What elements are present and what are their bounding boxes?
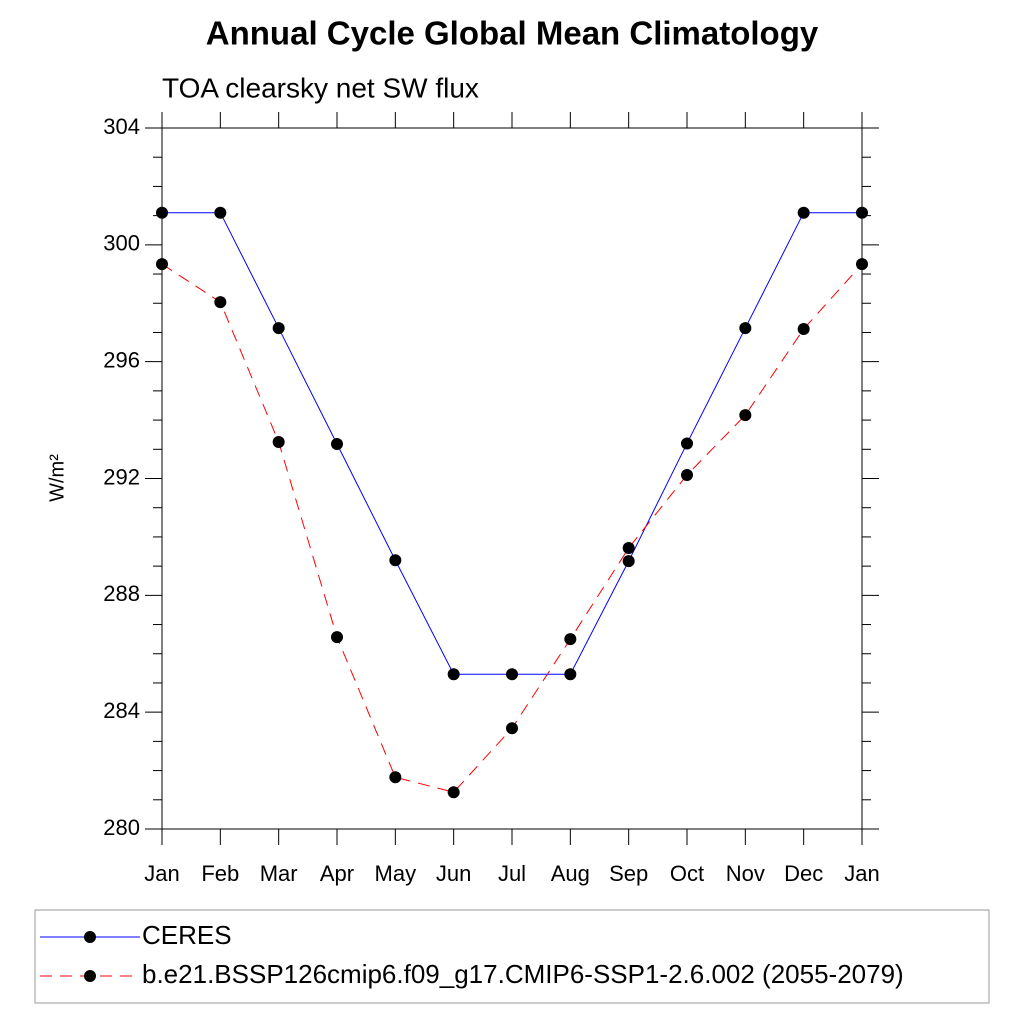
data-point (272, 322, 285, 335)
x-tick-label: Mar (260, 861, 298, 886)
data-point (622, 555, 635, 568)
data-point (739, 409, 752, 422)
y-tick-label: 304 (103, 114, 140, 139)
data-point (331, 438, 343, 451)
data-point (856, 258, 868, 271)
data-point (156, 206, 168, 219)
data-point (506, 668, 518, 681)
data-point (564, 668, 577, 681)
y-tick-label: 280 (103, 815, 140, 840)
data-point (389, 771, 402, 784)
y-tick-label: 296 (103, 347, 140, 372)
data-point (681, 468, 693, 481)
x-tick-label: Jan (844, 861, 879, 886)
legend-label: b.e21.BSSP126cmip6.f09_g17.CMIP6-SSP1-2.… (142, 959, 904, 989)
legend-marker (84, 931, 96, 943)
x-tick-label: Feb (201, 861, 239, 886)
y-tick-label: 292 (103, 464, 140, 489)
data-point (214, 206, 227, 219)
x-tick-label: Sep (609, 861, 648, 886)
legend-label: CERES (142, 920, 232, 950)
data-point (272, 435, 285, 448)
x-tick-label: Jan (144, 861, 179, 886)
x-tick-label: Apr (320, 861, 354, 886)
data-point (331, 631, 343, 644)
data-point (447, 786, 460, 799)
data-point (797, 206, 810, 219)
chart-title: Annual Cycle Global Mean Climatology (206, 15, 819, 52)
data-point (156, 258, 168, 271)
x-tick-label: Jun (436, 861, 471, 886)
series-line (162, 212, 862, 675)
data-point (447, 668, 460, 681)
y-tick-label: 300 (103, 231, 140, 256)
data-point (564, 633, 577, 646)
y-axis-label: W/m² (46, 454, 68, 502)
y-tick-label: 288 (103, 581, 140, 606)
data-point (214, 296, 227, 309)
data-point (856, 206, 868, 219)
series-line (161, 263, 863, 793)
chart-subtitle: TOA clearsky net SW flux (162, 72, 479, 103)
y-tick-label: 284 (103, 698, 140, 723)
x-tick-label: Jul (498, 861, 526, 886)
legend-marker (84, 970, 96, 982)
data-point (389, 554, 402, 567)
x-tick-label: May (375, 861, 417, 886)
x-tick-label: Dec (784, 861, 823, 886)
legend-box (34, 909, 990, 1004)
data-point (797, 322, 810, 335)
data-point (622, 542, 635, 555)
x-tick-label: Nov (726, 861, 765, 886)
data-point (681, 437, 693, 450)
x-tick-label: Aug (551, 861, 590, 886)
data-point (739, 322, 752, 335)
x-tick-label: Oct (670, 861, 704, 886)
data-point (506, 722, 518, 735)
